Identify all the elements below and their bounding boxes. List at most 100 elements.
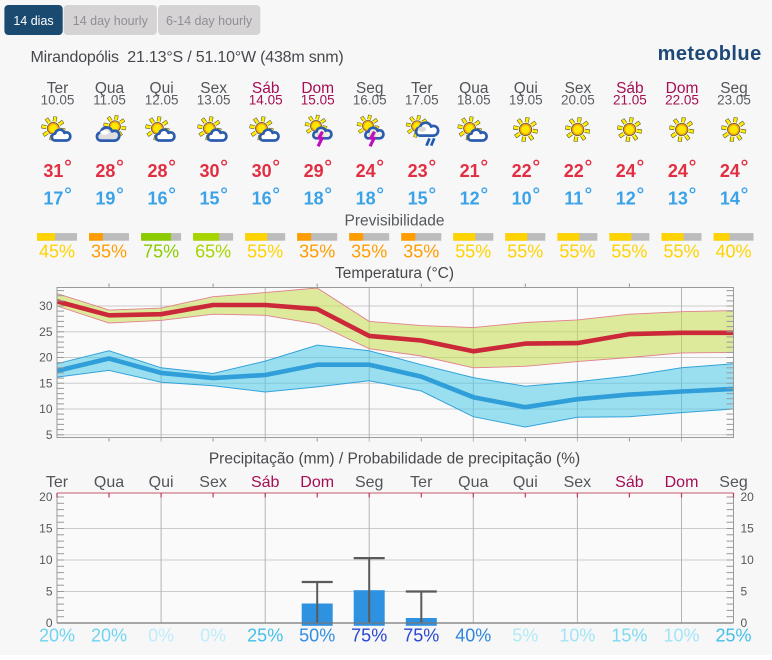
svg-text:10.05: 10.05	[41, 93, 75, 108]
svg-text:25: 25	[39, 325, 53, 339]
svg-text:5: 5	[46, 428, 53, 442]
svg-text:18: 18	[304, 189, 324, 209]
svg-text:22: 22	[564, 161, 584, 181]
svg-text:35%: 35%	[351, 242, 387, 262]
svg-text:24: 24	[356, 161, 376, 181]
svg-text:55%: 55%	[559, 242, 595, 262]
svg-text:Sex: Sex	[199, 474, 227, 491]
svg-text:20: 20	[39, 351, 53, 365]
svg-text:10: 10	[39, 402, 53, 416]
svg-text:5: 5	[46, 585, 53, 599]
svg-text:16: 16	[147, 189, 167, 209]
svg-text:0: 0	[741, 616, 748, 630]
svg-text:0%: 0%	[148, 626, 174, 646]
svg-text:5%: 5%	[512, 626, 538, 646]
svg-text:0: 0	[46, 616, 53, 630]
svg-text:15: 15	[741, 522, 755, 536]
svg-text:31: 31	[43, 161, 63, 181]
svg-text:Precipitação (mm) / Probabilid: Precipitação (mm) / Probabilidade de pre…	[209, 451, 580, 468]
svg-text:75%: 75%	[143, 242, 179, 262]
svg-text:40%: 40%	[715, 242, 751, 262]
svg-text:55%: 55%	[507, 242, 543, 262]
svg-text:16: 16	[252, 189, 272, 209]
svg-text:Qui: Qui	[513, 474, 538, 491]
svg-text:28: 28	[95, 161, 115, 181]
svg-text:16.05: 16.05	[353, 93, 387, 108]
svg-text:40%: 40%	[455, 626, 491, 646]
svg-text:50%: 50%	[299, 626, 335, 646]
svg-text:12: 12	[460, 189, 480, 209]
svg-text:28: 28	[147, 161, 167, 181]
svg-text:14 dias: 14 dias	[13, 14, 53, 28]
svg-text:30: 30	[39, 299, 53, 313]
svg-text:Seg: Seg	[356, 80, 384, 97]
svg-text:Seg: Seg	[720, 80, 748, 97]
svg-text:Seg: Seg	[719, 474, 747, 491]
svg-text:55%: 55%	[611, 242, 647, 262]
svg-text:Mirandopólis 21.13°S / 51.10°: Mirandopólis 21.13°S / 51.10°W (438m snm…	[31, 49, 344, 66]
svg-text:14: 14	[720, 189, 740, 209]
svg-text:24: 24	[668, 161, 688, 181]
svg-text:Dom: Dom	[665, 474, 699, 491]
svg-text:Ter: Ter	[47, 80, 69, 97]
svg-text:11: 11	[564, 189, 583, 209]
svg-text:18: 18	[356, 189, 376, 209]
svg-text:14 day hourly: 14 day hourly	[73, 14, 149, 28]
svg-text:Ter: Ter	[410, 474, 433, 491]
svg-text:Sáb: Sáb	[616, 80, 644, 97]
svg-text:55%: 55%	[455, 242, 491, 262]
svg-text:20.05: 20.05	[561, 93, 595, 108]
svg-text:Seg: Seg	[355, 474, 383, 491]
svg-text:22: 22	[512, 161, 532, 181]
svg-text:Previsibilidade: Previsibilidade	[345, 213, 445, 230]
svg-text:15: 15	[199, 189, 219, 209]
svg-text:17: 17	[43, 189, 63, 209]
svg-text:10: 10	[741, 553, 755, 567]
svg-text:Sáb: Sáb	[251, 474, 280, 491]
svg-text:10%: 10%	[663, 626, 699, 646]
svg-text:14.05: 14.05	[249, 93, 283, 108]
svg-text:25%: 25%	[715, 626, 751, 646]
svg-text:55%: 55%	[247, 242, 283, 262]
svg-text:15%: 15%	[611, 626, 647, 646]
svg-text:12: 12	[616, 189, 636, 209]
svg-text:15: 15	[39, 522, 53, 536]
svg-text:25%: 25%	[247, 626, 283, 646]
svg-text:35%: 35%	[403, 242, 439, 262]
svg-text:19: 19	[95, 189, 115, 209]
svg-text:Ter: Ter	[411, 80, 433, 97]
svg-text:35%: 35%	[299, 242, 335, 262]
svg-text:19.05: 19.05	[509, 93, 543, 108]
svg-text:55%: 55%	[663, 242, 699, 262]
svg-text:15.05: 15.05	[301, 93, 335, 108]
svg-text:Qua: Qua	[459, 80, 489, 97]
svg-text:13.05: 13.05	[197, 93, 231, 108]
svg-text:Ter: Ter	[46, 474, 69, 491]
svg-text:65%: 65%	[195, 242, 231, 262]
svg-text:15: 15	[39, 376, 53, 390]
svg-text:11.05: 11.05	[93, 93, 126, 108]
svg-text:30: 30	[199, 161, 219, 181]
svg-text:18.05: 18.05	[457, 93, 491, 108]
svg-text:10: 10	[512, 189, 532, 209]
svg-text:75%: 75%	[403, 626, 439, 646]
svg-text:30: 30	[252, 161, 272, 181]
svg-text:Sex: Sex	[200, 80, 227, 97]
svg-text:meteoblue: meteoblue	[658, 43, 762, 65]
svg-text:Qui: Qui	[149, 474, 174, 491]
svg-text:75%: 75%	[351, 626, 387, 646]
svg-text:Sáb: Sáb	[615, 474, 644, 491]
svg-text:6-14 day hourly: 6-14 day hourly	[166, 14, 253, 28]
svg-text:Qua: Qua	[94, 474, 124, 491]
svg-text:45%: 45%	[39, 242, 75, 262]
svg-text:Dom: Dom	[666, 80, 699, 97]
svg-text:20: 20	[741, 490, 755, 504]
svg-text:Dom: Dom	[300, 474, 334, 491]
svg-text:21.05: 21.05	[613, 93, 647, 108]
svg-text:5: 5	[741, 585, 748, 599]
svg-text:29: 29	[304, 161, 324, 181]
svg-text:10%: 10%	[559, 626, 595, 646]
svg-text:22.05: 22.05	[665, 93, 699, 108]
svg-text:Sex: Sex	[565, 80, 592, 97]
svg-text:Temperatura (°C): Temperatura (°C)	[335, 265, 454, 282]
